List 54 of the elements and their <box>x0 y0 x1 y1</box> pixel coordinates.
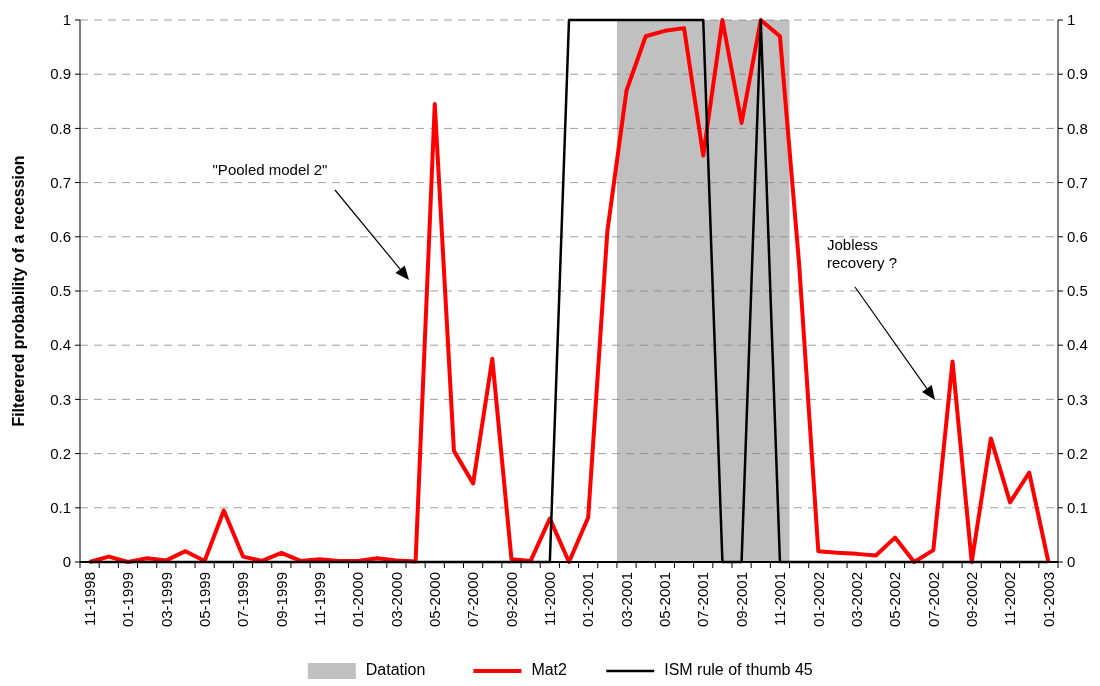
y-tick-label: 0.3 <box>50 390 71 408</box>
x-tick-label: 05-1999 <box>195 572 213 628</box>
y-tick-label: 0.5 <box>50 282 71 300</box>
x-tick-label: 11-2002 <box>1001 572 1019 626</box>
x-tick-label: 09-2002 <box>962 572 980 628</box>
x-tick-label: 05-2001 <box>656 572 674 628</box>
x-tick-label: 03-2002 <box>847 572 865 628</box>
y2-tick-label: 0.9 <box>1067 65 1088 83</box>
y2-tick-label: 0.1 <box>1067 499 1088 517</box>
legend-label: Mat2 <box>531 661 568 678</box>
x-tick-label: 09-1999 <box>272 572 290 628</box>
y-tick-label: 0.2 <box>50 444 71 462</box>
x-tick-label: 09-2001 <box>732 572 750 628</box>
x-tick-label: 07-2000 <box>464 572 482 628</box>
y2-tick-label: 1 <box>1067 11 1076 29</box>
y-tick-label: 0.7 <box>50 173 71 191</box>
y-tick-label: 0.4 <box>50 336 71 354</box>
x-tick-label: 01-1999 <box>119 572 137 628</box>
x-tick-label: 11-2001 <box>771 572 789 626</box>
x-tick-label: 01-2003 <box>1039 572 1057 628</box>
x-tick-label: 01-2000 <box>349 572 367 628</box>
legend-label: ISM rule of thumb 45 <box>664 661 813 678</box>
y-tick-label: 0.1 <box>50 499 71 517</box>
y2-tick-label: 0.8 <box>1067 119 1088 137</box>
x-tick-label: 07-2001 <box>694 572 712 628</box>
x-tick-label: 07-2002 <box>924 572 942 628</box>
y2-tick-label: 0 <box>1067 553 1076 571</box>
annotation: "Pooled model 2" <box>212 161 328 178</box>
annotation: Jobless recovery ? <box>827 236 898 271</box>
x-tick-label: 11-2000 <box>541 572 559 626</box>
x-tick-label: 09-2000 <box>502 572 520 628</box>
y-tick-label: 1 <box>62 11 71 29</box>
y2-tick-label: 0.7 <box>1067 173 1088 191</box>
x-tick-label: 11-1998 <box>80 572 98 626</box>
y2-tick-label: 0.4 <box>1067 336 1088 354</box>
x-tick-label: 01-2001 <box>579 572 597 628</box>
y-axis-title: Filterered probability of a recession <box>10 155 27 427</box>
y-tick-label: 0.8 <box>50 119 71 137</box>
y-tick-label: 0.9 <box>50 65 71 83</box>
y2-tick-label: 0.5 <box>1067 282 1088 300</box>
y-tick-label: 0 <box>62 553 71 571</box>
y2-tick-label: 0.2 <box>1067 444 1088 462</box>
x-tick-label: 03-1999 <box>157 572 175 628</box>
x-tick-label: 05-2002 <box>886 572 904 628</box>
y-tick-label: 0.6 <box>50 228 71 246</box>
x-tick-label: 03-2001 <box>617 572 635 628</box>
x-tick-label: 01-2002 <box>809 572 827 628</box>
y2-tick-label: 0.3 <box>1067 390 1088 408</box>
legend-label: Datation <box>365 661 426 678</box>
x-tick-label: 05-2000 <box>426 572 444 628</box>
x-tick-label: 07-1999 <box>234 572 252 628</box>
x-tick-label: 03-2000 <box>387 572 405 628</box>
y2-tick-label: 0.6 <box>1067 228 1088 246</box>
x-tick-label: 11-1999 <box>310 572 328 626</box>
